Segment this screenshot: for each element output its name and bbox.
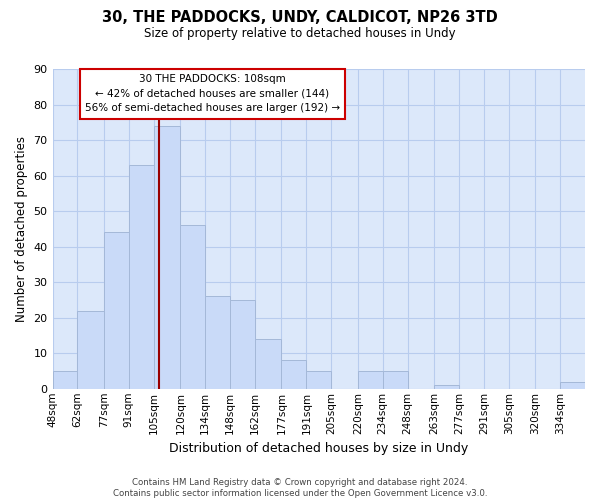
Bar: [181, 226, 205, 389]
Bar: [281, 360, 307, 389]
Bar: [358, 371, 383, 389]
Text: 30 THE PADDOCKS: 108sqm
← 42% of detached houses are smaller (144)
56% of semi-d: 30 THE PADDOCKS: 108sqm ← 42% of detache…: [85, 74, 340, 114]
Bar: [255, 339, 281, 389]
Bar: [53, 371, 77, 389]
Bar: [205, 296, 230, 389]
Bar: [434, 385, 459, 389]
Bar: [307, 371, 331, 389]
Bar: [154, 126, 181, 389]
Y-axis label: Number of detached properties: Number of detached properties: [15, 136, 28, 322]
Bar: [104, 232, 129, 389]
Bar: [230, 300, 255, 389]
Bar: [129, 165, 154, 389]
Text: Contains HM Land Registry data © Crown copyright and database right 2024.
Contai: Contains HM Land Registry data © Crown c…: [113, 478, 487, 498]
X-axis label: Distribution of detached houses by size in Undy: Distribution of detached houses by size …: [169, 442, 469, 455]
Text: 30, THE PADDOCKS, UNDY, CALDICOT, NP26 3TD: 30, THE PADDOCKS, UNDY, CALDICOT, NP26 3…: [102, 10, 498, 25]
Bar: [77, 310, 104, 389]
Bar: [383, 371, 407, 389]
Text: Size of property relative to detached houses in Undy: Size of property relative to detached ho…: [144, 28, 456, 40]
Bar: [560, 382, 585, 389]
